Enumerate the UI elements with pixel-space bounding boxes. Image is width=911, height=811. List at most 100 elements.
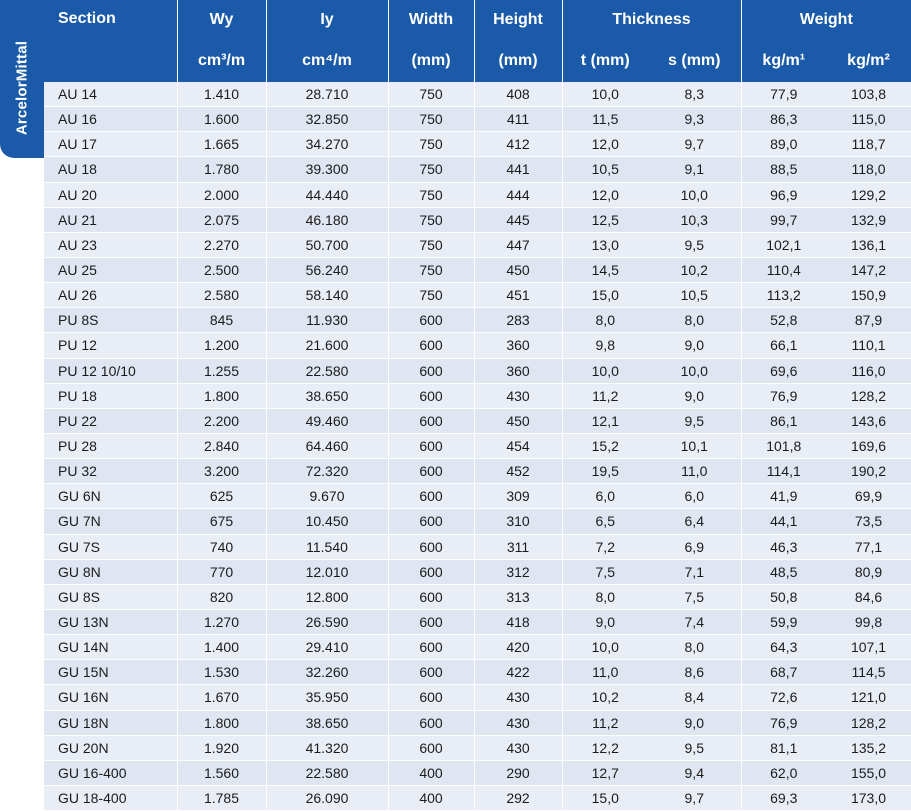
cell-wy: 1.780 [177, 156, 267, 183]
cell-s: 9,5 [648, 232, 742, 258]
cell-s: 8,0 [648, 307, 742, 334]
table-row: GU 7N 675 10.450 600 310 6,5 6,4 44,1 73,5 [44, 508, 911, 535]
cell-weight-m2: 150,9 [826, 282, 911, 309]
cell-wy: 1.800 [177, 383, 267, 409]
cell-t: 11,5 [562, 106, 648, 133]
cell-wy: 820 [177, 584, 267, 610]
cell-weight-m: 69,3 [741, 785, 827, 811]
cell-t: 8,0 [562, 584, 648, 610]
col-header-weight: Weight [741, 0, 911, 40]
cell-iy: 35.950 [266, 684, 389, 711]
cell-s: 9,7 [648, 785, 742, 811]
cell-weight-m2: 80,9 [826, 559, 911, 585]
cell-section: GU 7N [44, 508, 178, 535]
cell-s: 10,0 [648, 358, 742, 384]
table-row: AU 20 2.000 44.440 750 444 12,0 10,0 96,9 129,2 [44, 182, 911, 208]
unit-weight-per-m: kg/m¹ [741, 40, 827, 82]
cell-width: 750 [388, 182, 475, 208]
table-row: AU 18 1.780 39.300 750 441 10,5 9,1 88,5 118,0 [44, 156, 911, 183]
cell-wy: 1.410 [177, 82, 267, 108]
unit-s: s (mm) [648, 40, 742, 82]
table-row: PU 22 2.200 49.460 600 450 12,1 9,5 86,1 143,6 [44, 408, 911, 434]
cell-t: 15,2 [562, 433, 648, 460]
cell-section: PU 8S [44, 307, 178, 334]
unit-wy: cm³/m [177, 40, 267, 82]
cell-height: 313 [474, 584, 563, 610]
cell-wy: 1.785 [177, 785, 267, 811]
cell-s: 9,5 [648, 735, 742, 761]
cell-section: AU 21 [44, 207, 178, 233]
cell-wy: 1.800 [177, 710, 267, 736]
cell-iy: 38.650 [266, 383, 389, 409]
cell-section: PU 22 [44, 408, 178, 434]
cell-iy: 58.140 [266, 282, 389, 309]
cell-width: 600 [388, 584, 475, 610]
table-row: AU 21 2.075 46.180 750 445 12,5 10,3 99,7 132,9 [44, 207, 911, 233]
cell-section: PU 32 [44, 458, 178, 485]
cell-wy: 1.670 [177, 684, 267, 711]
cell-wy: 1.600 [177, 106, 267, 133]
cell-weight-m: 59,9 [741, 609, 827, 636]
cell-section: GU 13N [44, 609, 178, 636]
cell-iy: 26.090 [266, 785, 389, 811]
cell-s: 8,4 [648, 684, 742, 711]
cell-wy: 2.500 [177, 257, 267, 284]
brand-tab: ArcelorMittal [0, 0, 44, 158]
table-row: PU 18 1.800 38.650 600 430 11,2 9,0 76,9 128,2 [44, 383, 911, 409]
cell-weight-m: 77,9 [741, 82, 827, 108]
cell-height: 430 [474, 735, 563, 761]
cell-height: 430 [474, 383, 563, 409]
cell-width: 750 [388, 257, 475, 284]
cell-height: 454 [474, 433, 563, 460]
cell-wy: 1.530 [177, 659, 267, 686]
cell-weight-m2: 110,1 [826, 332, 911, 359]
cell-section: PU 12 [44, 332, 178, 359]
cell-iy: 32.850 [266, 106, 389, 133]
cell-weight-m: 110,4 [741, 257, 827, 284]
cell-iy: 28.710 [266, 82, 389, 108]
cell-wy: 1.270 [177, 609, 267, 636]
cell-height: 430 [474, 684, 563, 711]
table-row: GU 7S 740 11.540 600 311 7,2 6,9 46,3 77,1 [44, 534, 911, 560]
cell-t: 7,2 [562, 534, 648, 560]
cell-s: 8,6 [648, 659, 742, 686]
cell-t: 11,2 [562, 383, 648, 409]
cell-weight-m2: 136,1 [826, 232, 911, 258]
cell-height: 418 [474, 609, 563, 636]
col-header-width: Width [388, 0, 475, 40]
cell-section: AU 17 [44, 131, 178, 158]
cell-weight-m2: 116,0 [826, 358, 911, 384]
cell-height: 309 [474, 483, 563, 510]
cell-weight-m: 88,5 [741, 156, 827, 183]
cell-weight-m: 48,5 [741, 559, 827, 585]
cell-s: 10,1 [648, 433, 742, 460]
cell-weight-m: 86,3 [741, 106, 827, 133]
table-row: GU 18-400 1.785 26.090 400 292 15,0 9,7 69,3 173… [44, 785, 911, 811]
table-row: AU 17 1.665 34.270 750 412 12,0 9,7 89,0 118,7 [44, 131, 911, 158]
cell-weight-m: 46,3 [741, 534, 827, 560]
unit-height: (mm) [474, 40, 563, 82]
cell-iy: 22.580 [266, 760, 389, 786]
col-header-iy: Iy [266, 0, 389, 40]
cell-t: 11,0 [562, 659, 648, 686]
cell-weight-m2: 143,6 [826, 408, 911, 434]
col-header-wy: Wy [177, 0, 267, 40]
cell-weight-m2: 118,0 [826, 156, 911, 183]
cell-iy: 39.300 [266, 156, 389, 183]
cell-height: 360 [474, 358, 563, 384]
cell-height: 451 [474, 282, 563, 309]
cell-t: 9,8 [562, 332, 648, 359]
cell-width: 600 [388, 684, 475, 711]
cell-s: 9,0 [648, 332, 742, 359]
cell-wy: 625 [177, 483, 267, 510]
cell-width: 600 [388, 307, 475, 334]
cell-t: 13,0 [562, 232, 648, 258]
cell-section: GU 16N [44, 684, 178, 711]
cell-weight-m: 62,0 [741, 760, 827, 786]
cell-s: 6,9 [648, 534, 742, 560]
cell-section: PU 28 [44, 433, 178, 460]
cell-section: GU 16-400 [44, 760, 178, 786]
cell-wy: 845 [177, 307, 267, 334]
cell-weight-m2: 121,0 [826, 684, 911, 711]
cell-t: 19,5 [562, 458, 648, 485]
